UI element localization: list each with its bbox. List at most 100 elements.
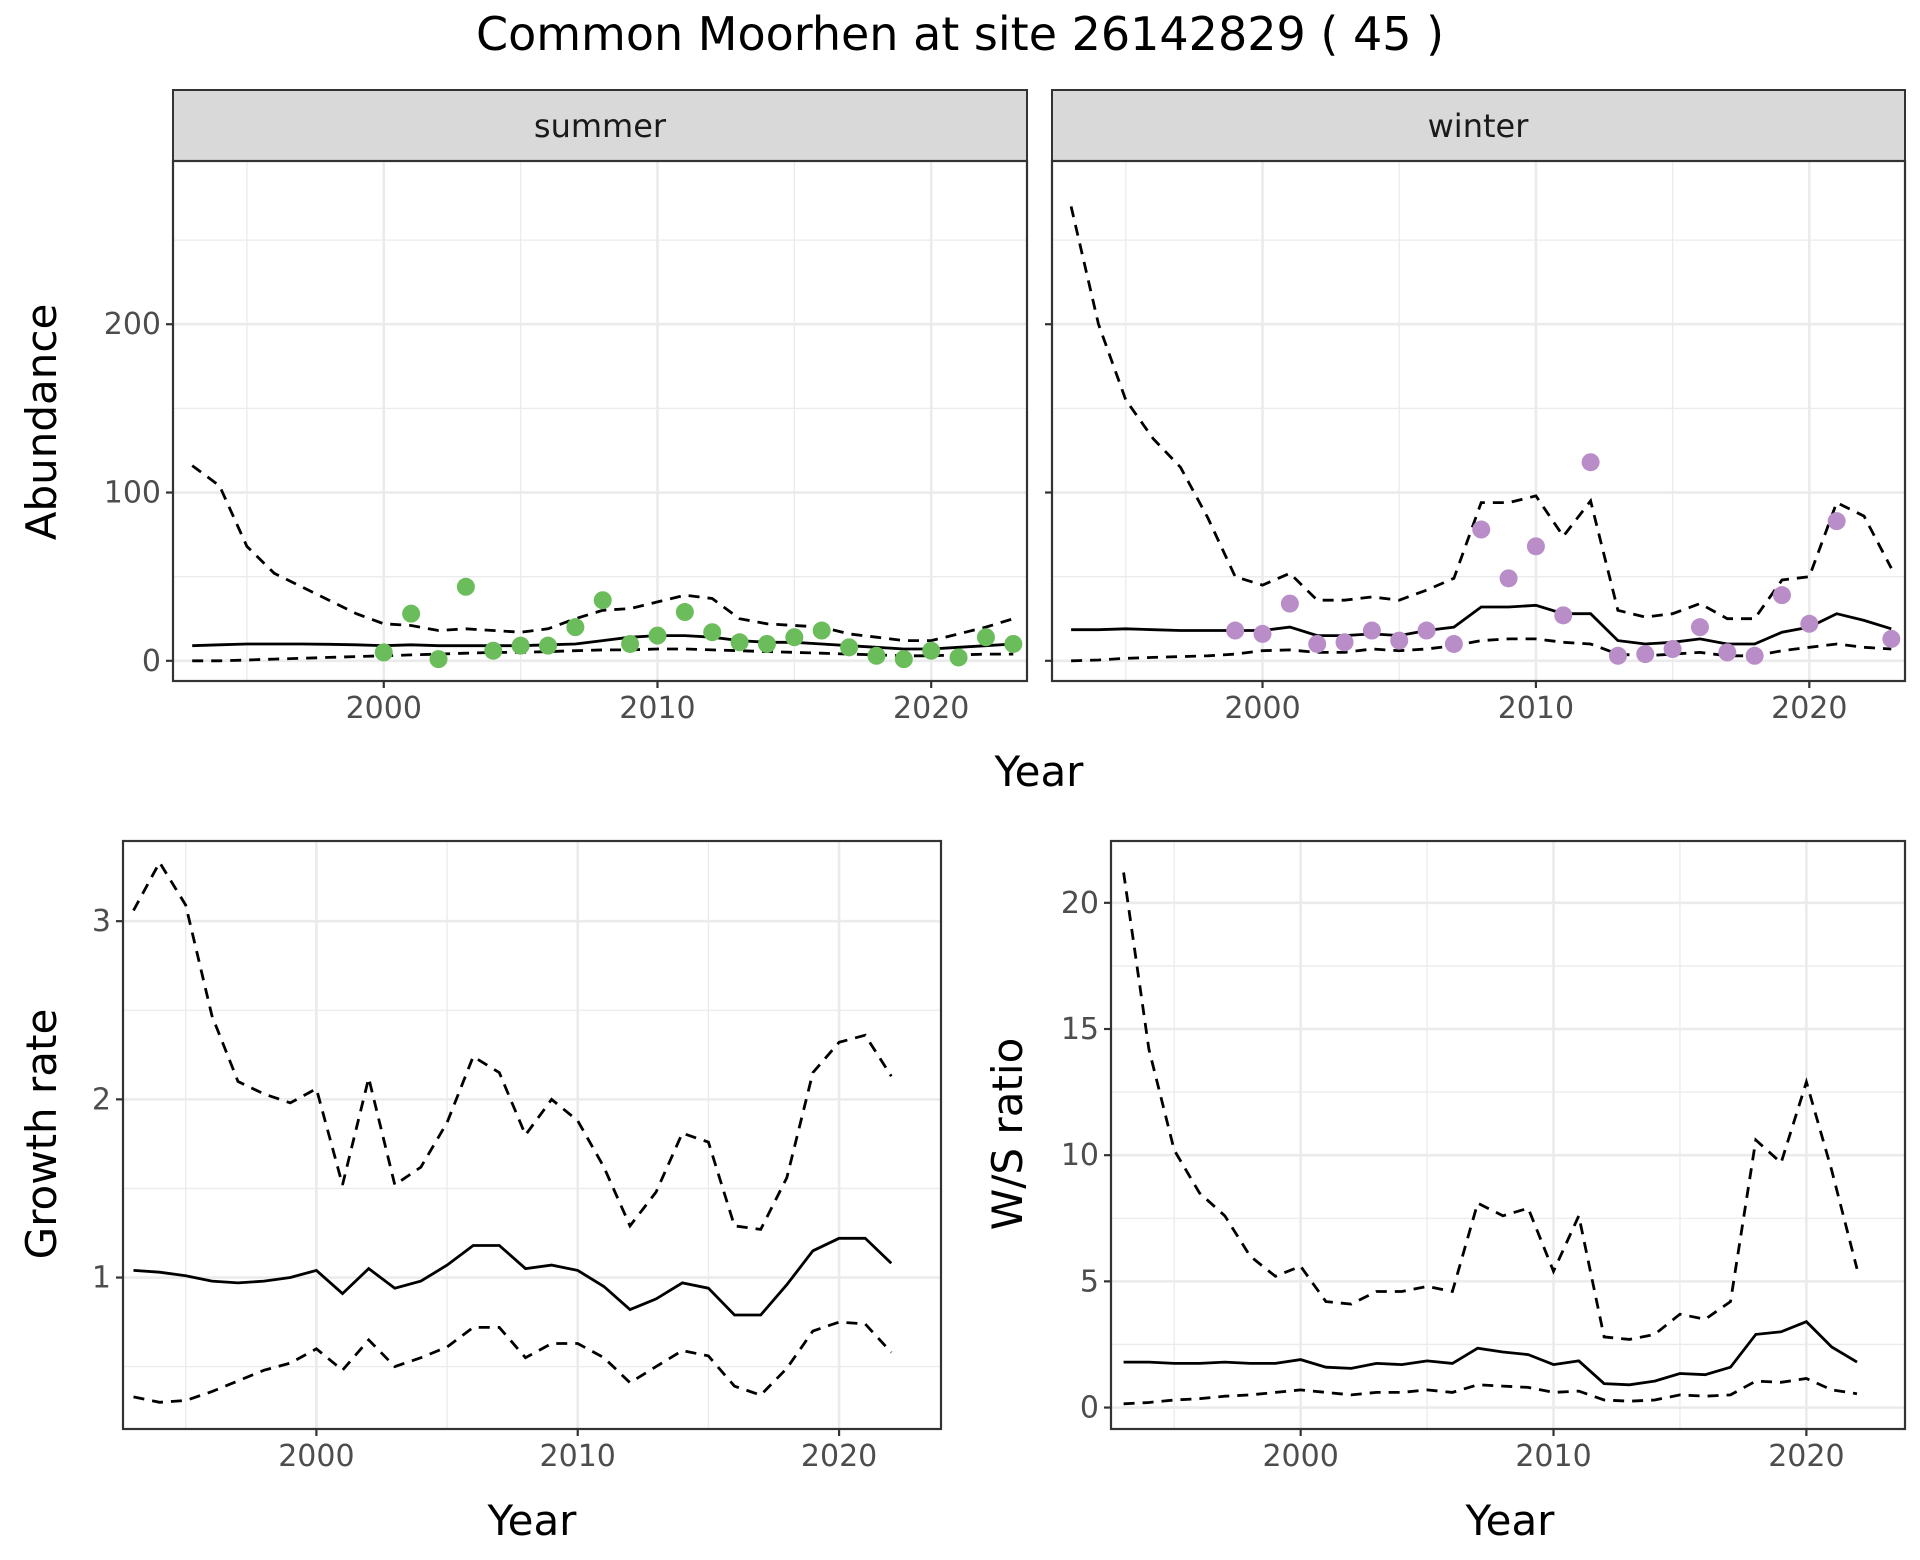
x-tick-label: 2020 xyxy=(1768,1439,1844,1474)
plot-border-ws xyxy=(1109,839,1907,1431)
data-point xyxy=(1335,633,1354,652)
upper-bound-line xyxy=(1069,206,1893,621)
x-tick-label: 2020 xyxy=(1771,691,1847,726)
y-tick-label: 1 xyxy=(92,1261,111,1296)
data-point xyxy=(1390,631,1409,650)
x-axis-title-top: Year xyxy=(994,747,1085,796)
data-point xyxy=(1800,614,1819,633)
data-point xyxy=(511,636,530,655)
upper-bound-line xyxy=(132,859,893,1231)
data-point xyxy=(456,577,475,596)
data-point xyxy=(374,643,393,662)
panel-summer: summer 2000 2010 2020 0 100 200 xyxy=(104,89,1029,726)
y-tick-label: 15 xyxy=(1061,1012,1099,1047)
x-tick-label: 2010 xyxy=(540,1439,616,1474)
data-point xyxy=(648,626,667,645)
data-point xyxy=(703,623,722,642)
x-tick-label: 2000 xyxy=(278,1439,354,1474)
data-point xyxy=(1472,520,1491,539)
lower-bound-line xyxy=(1123,1377,1858,1406)
lower-bound-line xyxy=(133,1320,893,1404)
plot-background-winter xyxy=(1052,161,1905,681)
plot-border-summer xyxy=(171,159,1029,683)
data-point xyxy=(1004,634,1023,653)
x-tick-label: 2000 xyxy=(1224,691,1300,726)
strip-label-winter: winter xyxy=(1428,107,1530,145)
panel-growth-rate: 2000 2010 2020 1 2 3 Year Growth rate xyxy=(17,839,943,1545)
upper-bound-line xyxy=(191,464,1014,642)
strip-label-summer: summer xyxy=(534,107,667,145)
data-point xyxy=(1499,569,1518,588)
data-point xyxy=(812,621,831,640)
plot-border-growth xyxy=(121,839,943,1431)
strip-summer xyxy=(172,89,1028,162)
y-tick-label: 0 xyxy=(1080,1391,1099,1426)
data-point xyxy=(1690,618,1709,637)
data-point xyxy=(566,618,585,637)
y-axis-title-growth: Growth rate xyxy=(17,1009,66,1260)
figure-title: Common Moorhen at site 26142829 ( 45 ) xyxy=(476,7,1444,61)
data-point xyxy=(867,646,886,665)
data-point xyxy=(840,638,859,657)
data-point xyxy=(757,634,776,653)
data-point xyxy=(1663,640,1682,659)
upper-bound-line xyxy=(1122,872,1859,1341)
data-point xyxy=(593,591,612,610)
data-point xyxy=(1417,621,1436,640)
data-point xyxy=(894,650,913,669)
data-point xyxy=(785,628,804,647)
data-point xyxy=(1745,646,1764,665)
panel-winter: winter 2000 2010 2020 xyxy=(1045,89,1907,726)
x-axis-title-growth: Year xyxy=(487,1496,578,1545)
data-point xyxy=(675,603,694,622)
plot-background-ws xyxy=(1111,841,1905,1429)
data-point xyxy=(1280,594,1299,613)
plot-area-summer: 2000 2010 2020 0 100 200 xyxy=(104,159,1029,726)
data-point xyxy=(922,641,941,660)
plot-area-winter: 2000 2010 2020 xyxy=(1045,159,1907,726)
data-point xyxy=(1608,646,1627,665)
data-point xyxy=(429,650,448,669)
y-tick-label: 200 xyxy=(104,307,161,342)
data-point xyxy=(1882,629,1901,648)
y-tick-label: 3 xyxy=(92,904,111,939)
plot-area-ws-ratio: 2000 2010 2020 0 5 10 15 20 xyxy=(1061,839,1907,1474)
x-tick-label: 2010 xyxy=(1498,691,1574,726)
x-tick-label: 2000 xyxy=(346,691,422,726)
x-tick-label: 2000 xyxy=(1262,1439,1338,1474)
y-axis-title-abundance: Abundance xyxy=(17,304,66,541)
plot-area-growth-rate: 2000 2010 2020 1 2 3 xyxy=(92,839,943,1474)
estimate-line xyxy=(1071,603,1892,646)
data-point xyxy=(1526,537,1545,556)
y-tick-label: 10 xyxy=(1061,1138,1099,1173)
data-point xyxy=(1827,512,1846,531)
data-point xyxy=(1362,621,1381,640)
data-point xyxy=(484,641,503,660)
y-tick-label: 0 xyxy=(142,644,161,679)
y-tick-label: 100 xyxy=(104,476,161,511)
x-tick-label: 2020 xyxy=(801,1439,877,1474)
y-axis-title-ws: W/S ratio xyxy=(983,1038,1032,1231)
data-point xyxy=(1226,621,1245,640)
data-point xyxy=(621,634,640,653)
data-point xyxy=(949,648,968,667)
data-point xyxy=(1772,586,1791,605)
y-tick-label: 2 xyxy=(92,1082,111,1117)
data-point xyxy=(1636,645,1655,664)
x-tick-label: 2020 xyxy=(893,691,969,726)
data-point xyxy=(538,636,557,655)
x-tick-label: 2010 xyxy=(1515,1439,1591,1474)
data-point xyxy=(1253,624,1272,643)
data-point xyxy=(1718,643,1737,662)
y-tick-label: 20 xyxy=(1061,886,1099,921)
plot-border-winter xyxy=(1050,159,1907,683)
data-point xyxy=(730,633,749,652)
x-axis-title-ws: Year xyxy=(1465,1496,1556,1545)
data-point xyxy=(976,628,995,647)
estimate-line xyxy=(133,1236,893,1317)
panel-ws-ratio: 2000 2010 2020 0 5 10 15 20 Year W/S ratio xyxy=(983,839,1907,1545)
estimate-line xyxy=(1123,1320,1858,1387)
y-tick-label: 5 xyxy=(1080,1264,1099,1299)
data-point xyxy=(1308,634,1327,653)
